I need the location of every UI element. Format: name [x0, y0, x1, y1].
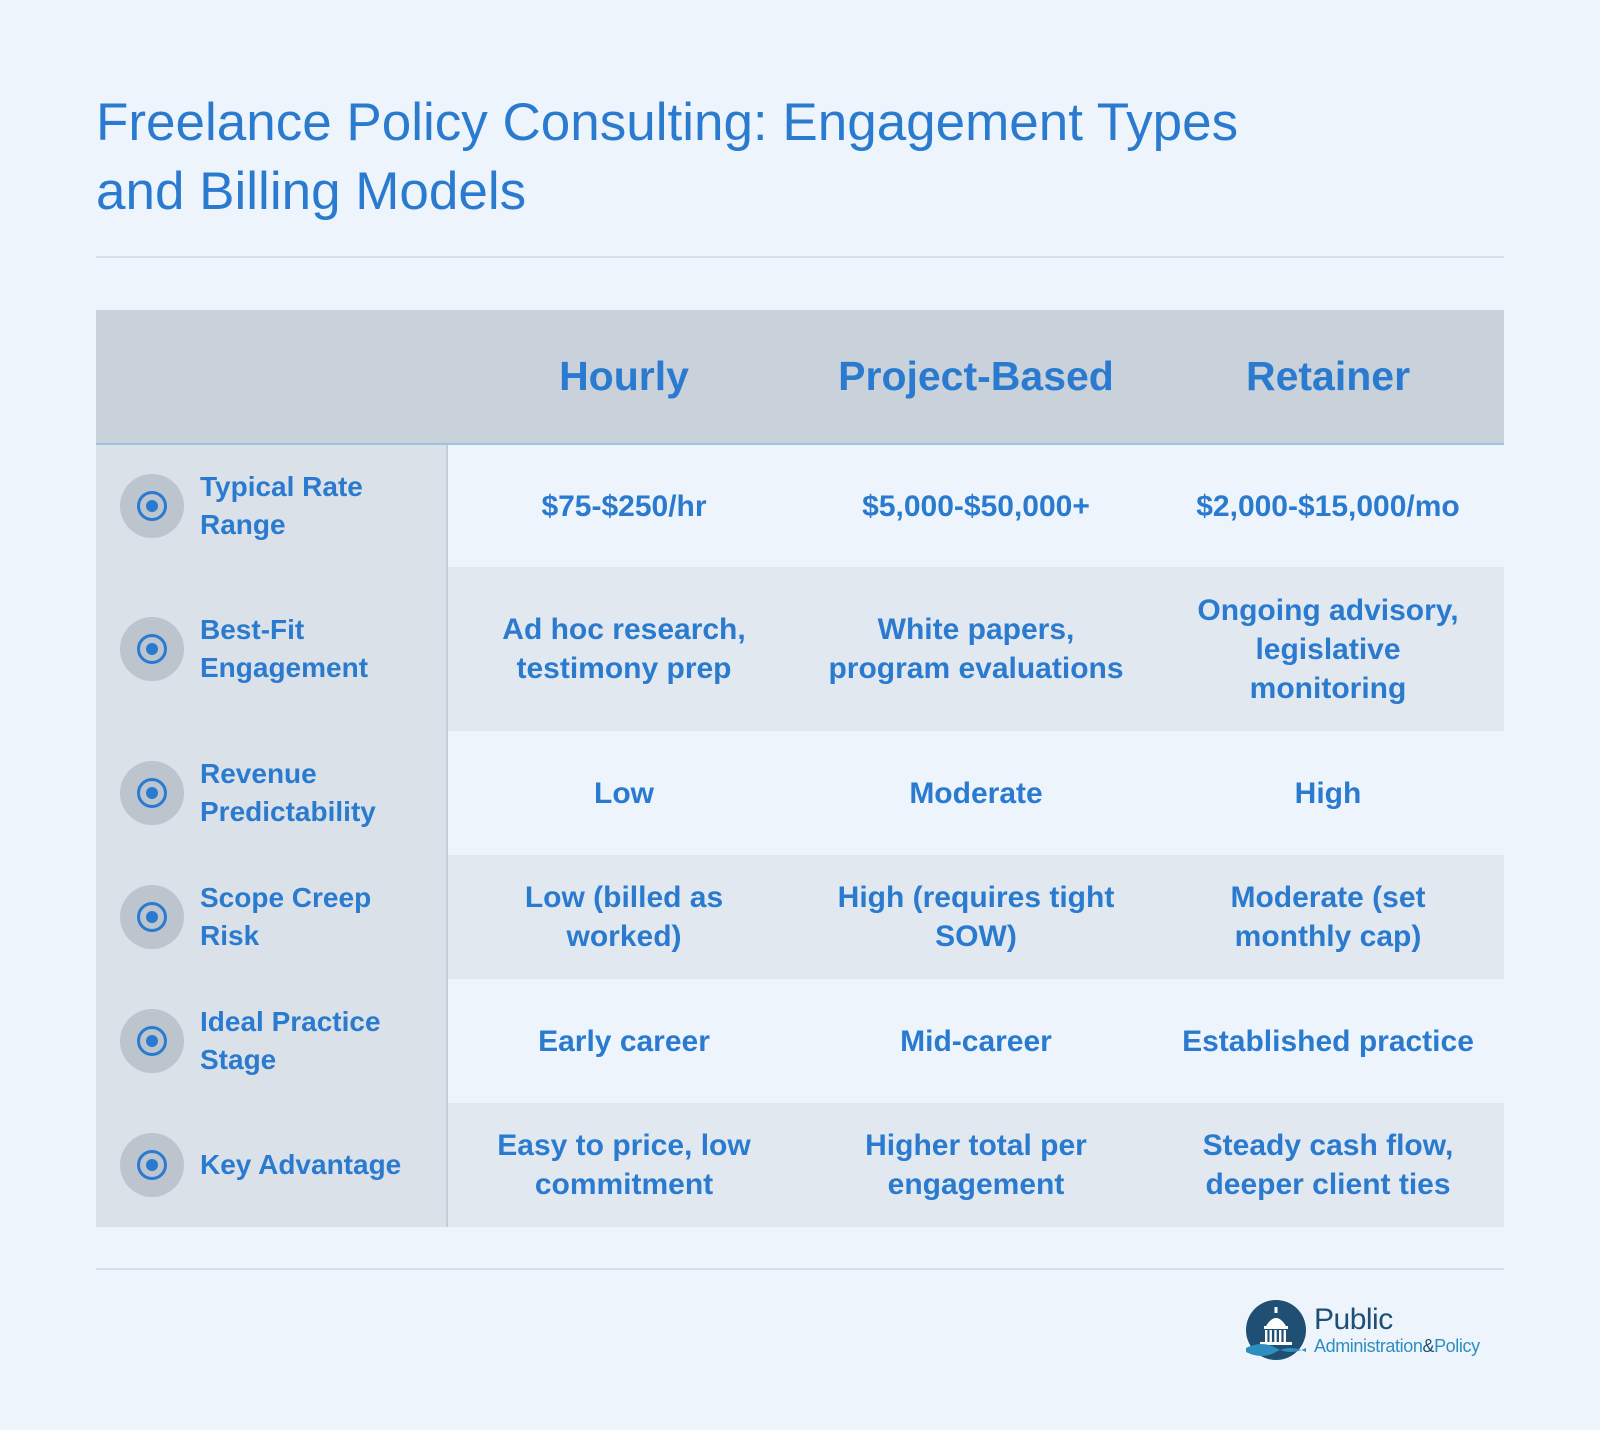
table-cell: Steady cash flow, deeper client ties [1152, 1103, 1504, 1227]
capitol-dome-icon [1246, 1300, 1306, 1360]
title-line-1: Freelance Policy Consulting: Engagement … [96, 93, 1239, 152]
table-cell: $5,000-$50,000+ [800, 445, 1152, 567]
table-cell: Easy to price, low commitment [448, 1103, 800, 1227]
table-row: Typical Rate Range $75-$250/hr $5,000-$5… [96, 445, 1504, 567]
target-icon [120, 1133, 184, 1197]
row-label: Revenue Predictability [200, 758, 376, 827]
row-label: Scope Creep Risk [200, 882, 372, 951]
logo-line-2: Administration&Policy [1314, 1337, 1480, 1355]
column-header-hourly: Hourly [559, 353, 689, 399]
title-line-2: and Billing Models [96, 162, 527, 221]
table-cell: $75-$250/hr [448, 445, 800, 567]
bottom-divider [96, 1268, 1504, 1270]
logo-ampersand: & [1422, 1336, 1435, 1356]
row-label: Ideal Practice Stage [200, 1006, 381, 1075]
row-header: Key Advantage [96, 1103, 448, 1227]
table-cell: High (requires tight SOW) [800, 855, 1152, 979]
page-title: Freelance Policy Consulting: Engagement … [96, 88, 1496, 226]
table-cell: Early career [448, 979, 800, 1103]
table-header: Hourly Project-Based Retainer [96, 310, 1504, 445]
header-corner [96, 310, 448, 443]
table-cell: Moderate (set monthly cap) [1152, 855, 1504, 979]
table-cell: $2,000-$15,000/mo [1152, 445, 1504, 567]
table-row: Ideal Practice Stage Early career Mid-ca… [96, 979, 1504, 1103]
table-row: Revenue Predictability Low Moderate High [96, 731, 1504, 855]
table-cell: High [1152, 731, 1504, 855]
row-header: Revenue Predictability [96, 731, 448, 855]
table-cell: Mid-career [800, 979, 1152, 1103]
table-row: Scope Creep Risk Low (billed as worked) … [96, 855, 1504, 979]
table-cell: Low [448, 731, 800, 855]
table-row: Best-Fit Engagement Ad hoc research, tes… [96, 567, 1504, 731]
row-header: Scope Creep Risk [96, 855, 448, 979]
publisher-logo: Public Administration&Policy [1244, 1296, 1504, 1364]
row-header: Best-Fit Engagement [96, 567, 448, 731]
row-header: Ideal Practice Stage [96, 979, 448, 1103]
table-cell: Low (billed as worked) [448, 855, 800, 979]
logo-wordmark: Public Administration&Policy [1314, 1303, 1480, 1356]
comparison-table: Hourly Project-Based Retainer Typical Ra… [96, 310, 1504, 1227]
target-icon [120, 761, 184, 825]
logo-word-administration: Administration [1314, 1336, 1423, 1356]
table-cell: Higher total per engagement [800, 1103, 1152, 1227]
target-icon [120, 474, 184, 538]
row-label: Typical Rate Range [200, 471, 363, 540]
column-header-retainer: Retainer [1245, 353, 1411, 399]
table-cell: Ongoing advisory, legislative monitoring [1152, 567, 1504, 731]
table-cell: Ad hoc research, testimony prep [448, 567, 800, 731]
table-row: Key Advantage Easy to price, low commitm… [96, 1103, 1504, 1227]
logo-line-1: Public [1314, 1303, 1393, 1336]
column-header-project-based: Project-Based [838, 353, 1114, 399]
target-icon [120, 617, 184, 681]
row-label: Best-Fit Engagement [200, 614, 369, 683]
table-cell: Established practice [1152, 979, 1504, 1103]
row-header: Typical Rate Range [96, 445, 448, 567]
top-divider [96, 256, 1504, 258]
target-icon [120, 885, 184, 949]
table-cell: Moderate [800, 731, 1152, 855]
logo-word-policy: Policy [1434, 1336, 1480, 1356]
table-cell: White papers, program evaluations [800, 567, 1152, 731]
row-label: Key Advantage [200, 1149, 402, 1180]
target-icon [120, 1009, 184, 1073]
